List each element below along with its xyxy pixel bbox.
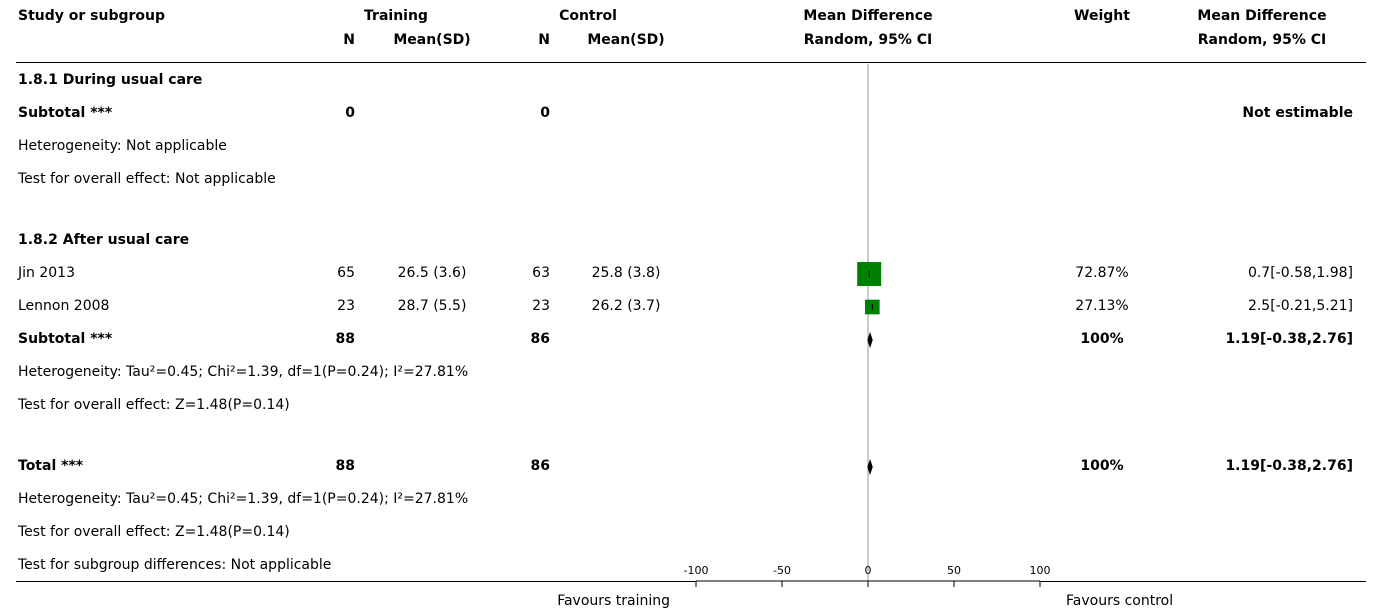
study-n-control: 23 [532, 298, 550, 314]
subtotal-label: Subtotal *** [18, 105, 113, 121]
total-n-training: 88 [335, 458, 355, 474]
subtotal-n-training: 88 [335, 331, 355, 347]
study-ci: 0.7[-0.58,1.98] [1247, 265, 1353, 281]
study-ci: 2.5[-0.21,5.21] [1247, 298, 1353, 314]
header-control: Control [559, 8, 617, 24]
study-meansd-training: 28.7 (5.5) [397, 298, 467, 314]
header-md-title: Mean Difference [1197, 8, 1327, 24]
subtotal-n-training: 0 [345, 105, 355, 121]
study-meansd-training: 26.5 (3.6) [397, 265, 467, 281]
favours-right-label: Favours control [1066, 593, 1174, 609]
subtotal-estimate: Not estimable [1242, 105, 1353, 121]
total-label: Total *** [18, 458, 84, 474]
heterogeneity-text: Heterogeneity: Tau²=0.45; Chi²=1.39, df=… [18, 364, 469, 380]
favours-left-label: Favours training [557, 593, 670, 609]
header-study: Study or subgroup [18, 8, 166, 24]
study-weight: 72.87% [1075, 265, 1129, 281]
subgroup-title: 1.8.1 During usual care [18, 72, 203, 88]
header-meansd-control: Mean(SD) [587, 32, 665, 48]
study-meansd-control: 26.2 (3.7) [591, 298, 661, 314]
subgroup-title: 1.8.2 After usual care [18, 232, 190, 248]
overall-effect-text: Test for overall effect: Not applicable [18, 171, 276, 187]
pooled-diamond [867, 332, 873, 348]
subtotal-weight: 100% [1080, 331, 1124, 347]
total-estimate: 1.19[-0.38,2.76] [1225, 458, 1353, 474]
header-md-subtitle: Random, 95% CI [1197, 32, 1327, 48]
subgroup-differences-text: Test for subgroup differences: Not appli… [18, 557, 332, 573]
header-training: Training [364, 8, 428, 24]
x-axis-tick-label: 0 [865, 564, 872, 577]
total-weight: 100% [1080, 458, 1124, 474]
x-axis-tick-label: -50 [773, 564, 791, 577]
study-weight: 27.13% [1075, 298, 1129, 314]
study-n-training: 23 [337, 298, 355, 314]
study-name: Jin 2013 [18, 265, 75, 281]
footer-rule-left [16, 581, 696, 582]
heterogeneity-text: Heterogeneity: Tau²=0.45; Chi²=1.39, df=… [18, 491, 469, 507]
x-axis-tick-label: 50 [947, 564, 961, 577]
study-n-control: 63 [532, 265, 550, 281]
study-name: Lennon 2008 [18, 298, 110, 314]
header-rule [16, 62, 1366, 63]
header-n-control: N [538, 32, 550, 48]
header-meansd-training: Mean(SD) [393, 32, 471, 48]
header-weight: Weight [1074, 8, 1130, 24]
heterogeneity-text: Heterogeneity: Not applicable [18, 138, 227, 154]
subtotal-n-control: 86 [530, 331, 550, 347]
study-n-training: 65 [337, 265, 355, 281]
subtotal-label: Subtotal *** [18, 331, 113, 347]
overall-effect-text: Test for overall effect: Z=1.48(P=0.14) [18, 524, 290, 540]
header-plot-title: Mean Difference [803, 8, 933, 24]
x-axis-tick-label: -100 [684, 564, 709, 577]
subtotal-estimate: 1.19[-0.38,2.76] [1225, 331, 1353, 347]
footer-rule-right [1040, 581, 1366, 582]
header-n-training: N [343, 32, 355, 48]
overall-effect-text: Test for overall effect: Z=1.48(P=0.14) [18, 397, 290, 413]
total-n-control: 86 [530, 458, 550, 474]
subtotal-n-control: 0 [540, 105, 550, 121]
x-axis-tick-label: 100 [1030, 564, 1051, 577]
header-plot-subtitle: Random, 95% CI [803, 32, 933, 48]
study-meansd-control: 25.8 (3.8) [591, 265, 661, 281]
pooled-diamond [867, 459, 873, 475]
